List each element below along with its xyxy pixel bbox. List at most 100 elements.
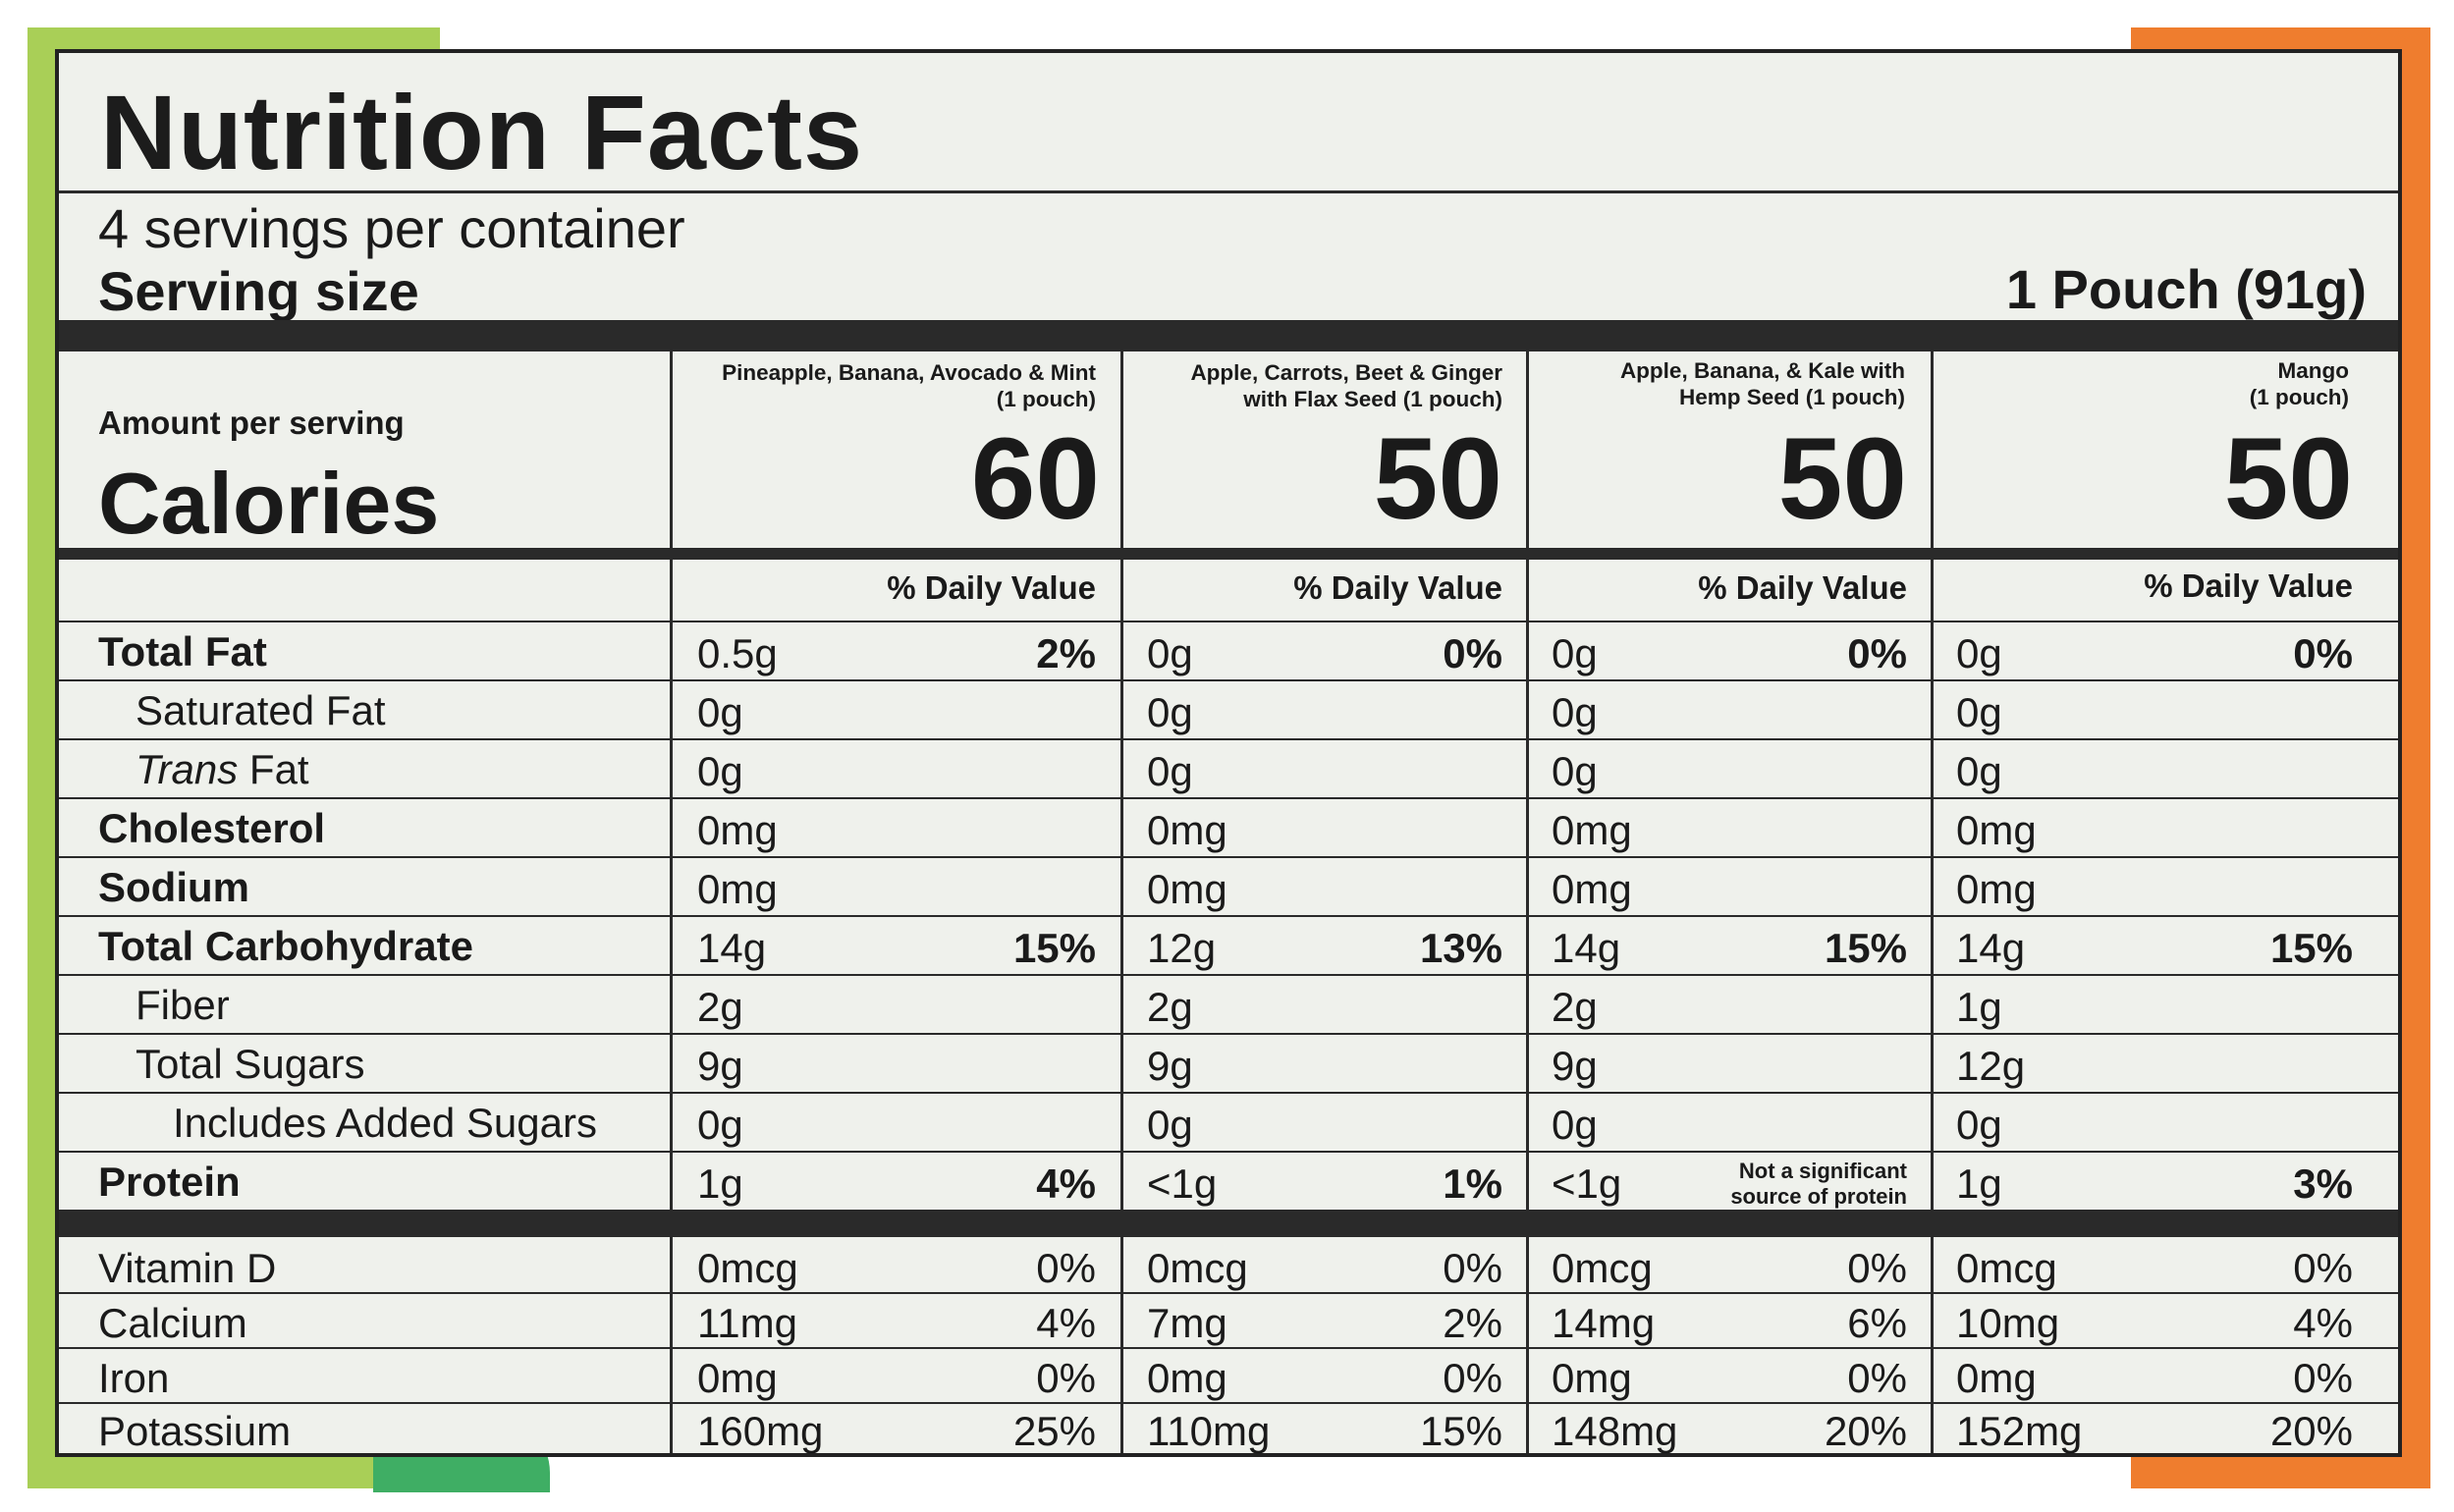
nutrient-amount: 0g (1956, 689, 2002, 735)
calories-value-pineapple: 60 (970, 414, 1100, 544)
nutrient-amount: 2g (1147, 984, 1193, 1030)
row-divider (59, 915, 2398, 917)
nutrient-amount: 0g (1552, 689, 1598, 735)
vitamin-daily-value: 20% (1824, 1408, 1907, 1454)
nutrient-amount: 0g (697, 1102, 743, 1148)
nutrient-amount: <1g (1147, 1161, 1218, 1207)
divider (59, 190, 2398, 193)
nutrient-amount: 0g (1552, 630, 1598, 676)
nutrient-amount: 0g (1147, 748, 1193, 794)
row-divider (59, 1347, 2398, 1349)
nutrient-daily-value: 15% (1824, 925, 1907, 971)
row-divider (59, 856, 2398, 858)
nutrient-amount: 0mg (697, 807, 778, 853)
vitamin-amount: 148mg (1552, 1408, 1678, 1454)
vitamin-daily-value: 0% (1847, 1355, 1907, 1401)
nutrient-daily-value: 13% (1419, 925, 1502, 971)
nutrient-amount: 12g (1956, 1043, 2026, 1089)
nutrient-amount: 0g (1956, 1102, 2002, 1148)
vitamin-amount: 0mg (697, 1355, 778, 1401)
row-divider (59, 1402, 2398, 1404)
nutrient-amount: 0g (1956, 748, 2002, 794)
thick-divider (59, 548, 2398, 560)
nutrient-amount: 2g (697, 984, 743, 1030)
daily-value-header: % Daily Value (2144, 567, 2353, 604)
nutrient-amount: 1g (1956, 984, 2002, 1030)
nutrient-daily-value: 2% (1036, 630, 1096, 676)
vitamin-amount: 14mg (1552, 1300, 1656, 1346)
calories-label: Calories (98, 455, 440, 552)
vitamin-daily-value: 0% (1036, 1245, 1096, 1291)
vitamin-daily-value: 15% (1419, 1408, 1502, 1454)
column-divider (1931, 351, 1934, 1453)
vitamin-amount: 0mcg (1552, 1245, 1653, 1291)
nutrient-amount: 0mg (1956, 807, 2037, 853)
nutrient-daily-value: 0% (1847, 630, 1907, 676)
nutrient-amount: 0mg (697, 866, 778, 912)
nutrient-amount: 14g (697, 925, 767, 971)
vitamin-amount: 11mg (697, 1300, 797, 1346)
nutrient-amount: 0g (697, 748, 743, 794)
nutrient-daily-value: 15% (1012, 925, 1096, 971)
vitamin-amount: 7mg (1147, 1300, 1227, 1346)
nutrient-label-total-fat: Total Fat (98, 628, 267, 675)
nutrient-daily-value: 1% (1443, 1161, 1502, 1207)
nutrient-amount: 1g (1956, 1161, 2002, 1207)
product-name-mango: Mango (1 pouch) (2249, 358, 2349, 409)
column-divider (670, 351, 673, 1453)
nutrient-amount: 14g (1956, 925, 2026, 971)
nutrition-facts-panel: Nutrition Facts 4 servings per container… (55, 49, 2402, 1457)
vitamin-label-potassium: Potassium (98, 1408, 292, 1454)
nutrient-amount: 0g (1552, 748, 1598, 794)
vitamin-daily-value: 4% (2293, 1300, 2353, 1346)
nutrient-amount: 9g (1552, 1043, 1598, 1089)
serving-size-value: 1 Pouch (91g) (2005, 258, 2367, 320)
nutrient-label-added-sugars: Includes Added Sugars (173, 1100, 597, 1146)
product-name-apple-kale: Apple, Banana, & Kale with Hemp Seed (1 p… (1619, 358, 1905, 409)
thick-divider (59, 1210, 2398, 1237)
row-divider (59, 1092, 2398, 1094)
nutrient-amount: 0mg (1147, 866, 1227, 912)
vitamin-amount: 160mg (697, 1408, 824, 1454)
nutrient-amount: 0g (1956, 630, 2002, 676)
vitamin-daily-value: 0% (2293, 1355, 2353, 1401)
vitamin-daily-value: 0% (2293, 1245, 2353, 1291)
vitamin-amount: 0mcg (1956, 1245, 2057, 1291)
nutrient-amount: 0g (1147, 1102, 1193, 1148)
nutrient-amount: 2g (1552, 984, 1598, 1030)
row-divider (59, 797, 2398, 799)
column-divider (1526, 351, 1529, 1453)
nutrient-label-protein: Protein (98, 1159, 241, 1205)
product-name-pineapple: Pineapple, Banana, Avocado & Mint (1 pouc… (722, 360, 1096, 411)
nutrient-daily-value: 4% (1036, 1161, 1096, 1207)
protein-note: Not a significant source of protein (1730, 1159, 1907, 1209)
vitamin-label-iron: Iron (98, 1355, 170, 1401)
vitamin-label-vitamin-d: Vitamin D (98, 1245, 277, 1291)
vitamin-daily-value: 0% (1847, 1245, 1907, 1291)
vitamin-daily-value: 2% (1443, 1300, 1502, 1346)
nutrient-amount: 0g (697, 689, 743, 735)
vitamin-amount: 0mg (1956, 1355, 2037, 1401)
nutrient-amount: 9g (1147, 1043, 1193, 1089)
daily-value-header: % Daily Value (1293, 569, 1502, 606)
nutrient-label-saturated-fat: Saturated Fat (136, 687, 386, 733)
thick-divider (59, 320, 2398, 351)
nutrient-label-trans-fat: Trans Fat (136, 746, 309, 792)
nutrient-label-total-sugars: Total Sugars (136, 1041, 365, 1087)
vitamin-label-calcium: Calcium (98, 1300, 247, 1346)
panel-title: Nutrition Facts (100, 73, 864, 191)
vitamin-daily-value: 20% (2269, 1408, 2353, 1454)
vitamin-amount: 0mg (1552, 1355, 1632, 1401)
vitamin-amount: 0mcg (697, 1245, 798, 1291)
nutrient-amount: 0mg (1956, 866, 2037, 912)
row-divider (59, 738, 2398, 740)
nutrient-amount: 14g (1552, 925, 1621, 971)
vitamin-daily-value: 4% (1036, 1300, 1096, 1346)
nutrient-daily-value: 15% (2269, 925, 2353, 971)
product-name-apple-carrot: Apple, Carrots, Beet & Ginger with Flax S… (1190, 360, 1502, 411)
row-divider (59, 1292, 2398, 1294)
nutrient-amount: 0g (1147, 689, 1193, 735)
column-divider (1120, 351, 1123, 1453)
amount-per-serving-label: Amount per serving (98, 405, 405, 441)
servings-per-container: 4 servings per container (98, 197, 685, 259)
